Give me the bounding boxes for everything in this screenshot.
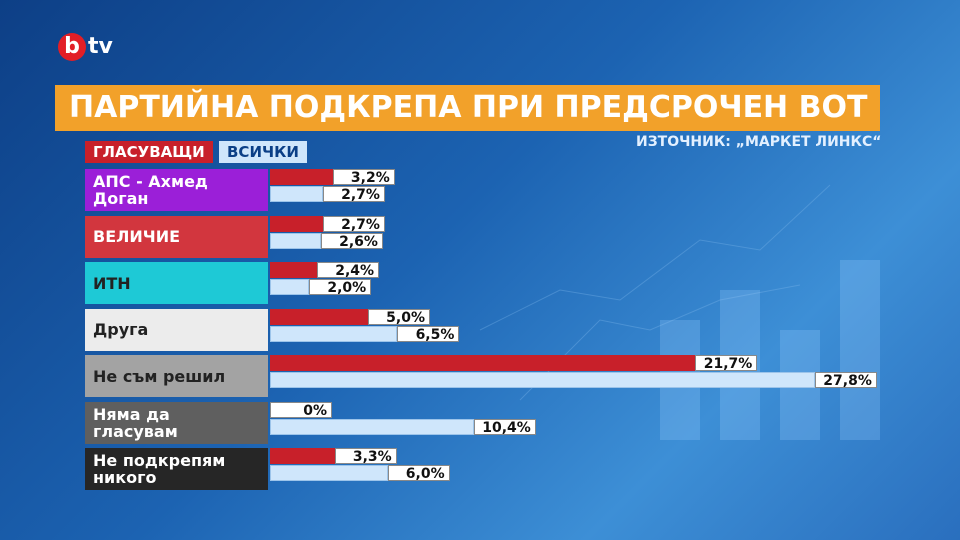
category-label: Друга <box>85 308 268 351</box>
value-label: 0% <box>270 401 332 419</box>
value-label: 6,0% <box>387 465 450 482</box>
bar <box>270 418 474 435</box>
logo: b tv <box>58 33 113 61</box>
bar <box>270 372 815 388</box>
chart-title: ПАРТИЙНА ПОДКРЕПА ПРИ ПРЕДСРОЧЕН ВОТ <box>55 85 880 131</box>
legend-entry: ГЛАСУВАЩИ <box>85 141 213 163</box>
value-label: 2,6% <box>320 232 383 250</box>
bar <box>270 448 335 464</box>
category-label: ВЕЛИЧИЕ <box>85 215 268 258</box>
legend-entry: ВСИЧКИ <box>219 141 307 163</box>
value-label: 6,5% <box>397 325 460 343</box>
value-label: 2,7% <box>322 186 385 203</box>
bar <box>270 232 321 249</box>
value-label: 27,8% <box>814 372 877 389</box>
bar <box>270 186 323 202</box>
value-label: 10,4% <box>473 418 536 436</box>
value-label: 2,4% <box>317 262 380 279</box>
value-label: 3,3% <box>334 448 397 465</box>
logo-text: tv <box>88 34 113 59</box>
value-label: 21,7% <box>695 355 758 372</box>
bar <box>270 355 696 371</box>
bar <box>270 169 333 185</box>
category-label: Не подкрепям никого <box>85 448 268 490</box>
category-label: Не съм решил <box>85 355 268 397</box>
bar <box>270 465 388 481</box>
value-label: 2,7% <box>322 215 385 233</box>
bar <box>270 308 368 325</box>
source: ИЗТОЧНИК: „МАРКЕТ ЛИНКС“ <box>636 134 882 150</box>
bar <box>270 262 318 278</box>
bar <box>270 279 310 295</box>
category-label: АПС - Ахмед Доган <box>85 169 268 211</box>
category-label: Няма да гласувам <box>85 401 268 444</box>
bar <box>270 325 398 342</box>
category-label: ИТН <box>85 262 268 304</box>
value-label: 5,0% <box>368 308 430 326</box>
value-label: 2,0% <box>309 279 372 296</box>
logo-mark: b <box>58 33 86 61</box>
bar <box>270 215 323 232</box>
value-label: 3,2% <box>332 169 395 186</box>
